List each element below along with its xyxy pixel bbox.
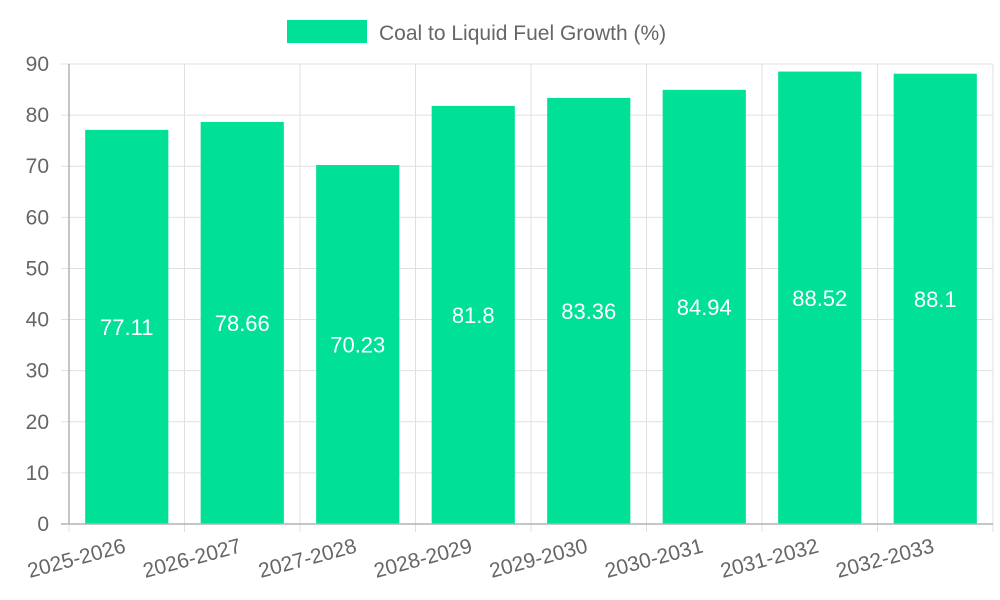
legend-swatch	[287, 20, 367, 43]
bar-2030-2031[interactable]	[662, 89, 746, 525]
y-tick-label: 10	[26, 462, 49, 485]
x-tick-label: 2029-2030	[487, 535, 590, 583]
data-label: 78.66	[215, 311, 270, 336]
data-label: 70.23	[330, 333, 385, 358]
x-tick-label: 2030-2031	[603, 535, 706, 583]
data-label: 88.52	[792, 286, 847, 311]
axes	[61, 64, 993, 525]
y-tick-label: 40	[26, 309, 49, 332]
y-tick-label: 50	[26, 257, 49, 280]
x-tick-label: 2026-2027	[141, 535, 244, 583]
data-label: 81.8	[452, 303, 495, 328]
bar-2027-2028[interactable]	[316, 165, 400, 524]
y-tick-label: 90	[26, 53, 49, 76]
bar-2025-2026[interactable]	[85, 129, 169, 525]
data-label: 88.1	[914, 287, 957, 312]
data-label: 83.36	[561, 299, 616, 324]
bar-2029-2030[interactable]	[547, 97, 631, 524]
data-labels: 77.11 78.66 70.23 81.8 83.36 84.94 88.52 88.1	[100, 286, 957, 358]
y-tick-label: 30	[26, 360, 49, 383]
y-tick-label: 70	[26, 155, 49, 178]
x-tick-label: 2028-2029	[372, 535, 475, 583]
legend[interactable]: Coal to Liquid Fuel Growth (%)	[287, 20, 666, 45]
x-tick-label: 2032-2033	[834, 535, 937, 583]
bar-2032-2033[interactable]	[893, 73, 977, 524]
bar-2031-2032[interactable]	[778, 71, 862, 524]
data-label: 84.94	[677, 295, 732, 320]
bars	[85, 71, 977, 525]
x-tick-label: 2025-2026	[25, 535, 128, 583]
x-axis-tick-labels: 2025-2026 2026-2027 2027-2028 2028-2029 2029…	[25, 535, 936, 583]
y-axis-tick-labels: 0 10 20 30 40 50 60 70 80 90	[26, 53, 49, 536]
bar-2026-2027[interactable]	[200, 121, 284, 525]
y-tick-label: 80	[26, 104, 49, 127]
legend-label: Coal to Liquid Fuel Growth (%)	[379, 22, 666, 45]
data-label: 77.11	[100, 315, 153, 340]
bar-2028-2029[interactable]	[431, 105, 515, 525]
x-tick-label: 2027-2028	[256, 535, 359, 583]
x-tick-label: 2031-2032	[718, 535, 821, 583]
y-tick-label: 0	[37, 513, 49, 536]
y-tick-label: 60	[26, 206, 49, 229]
y-tick-label: 20	[26, 411, 49, 434]
